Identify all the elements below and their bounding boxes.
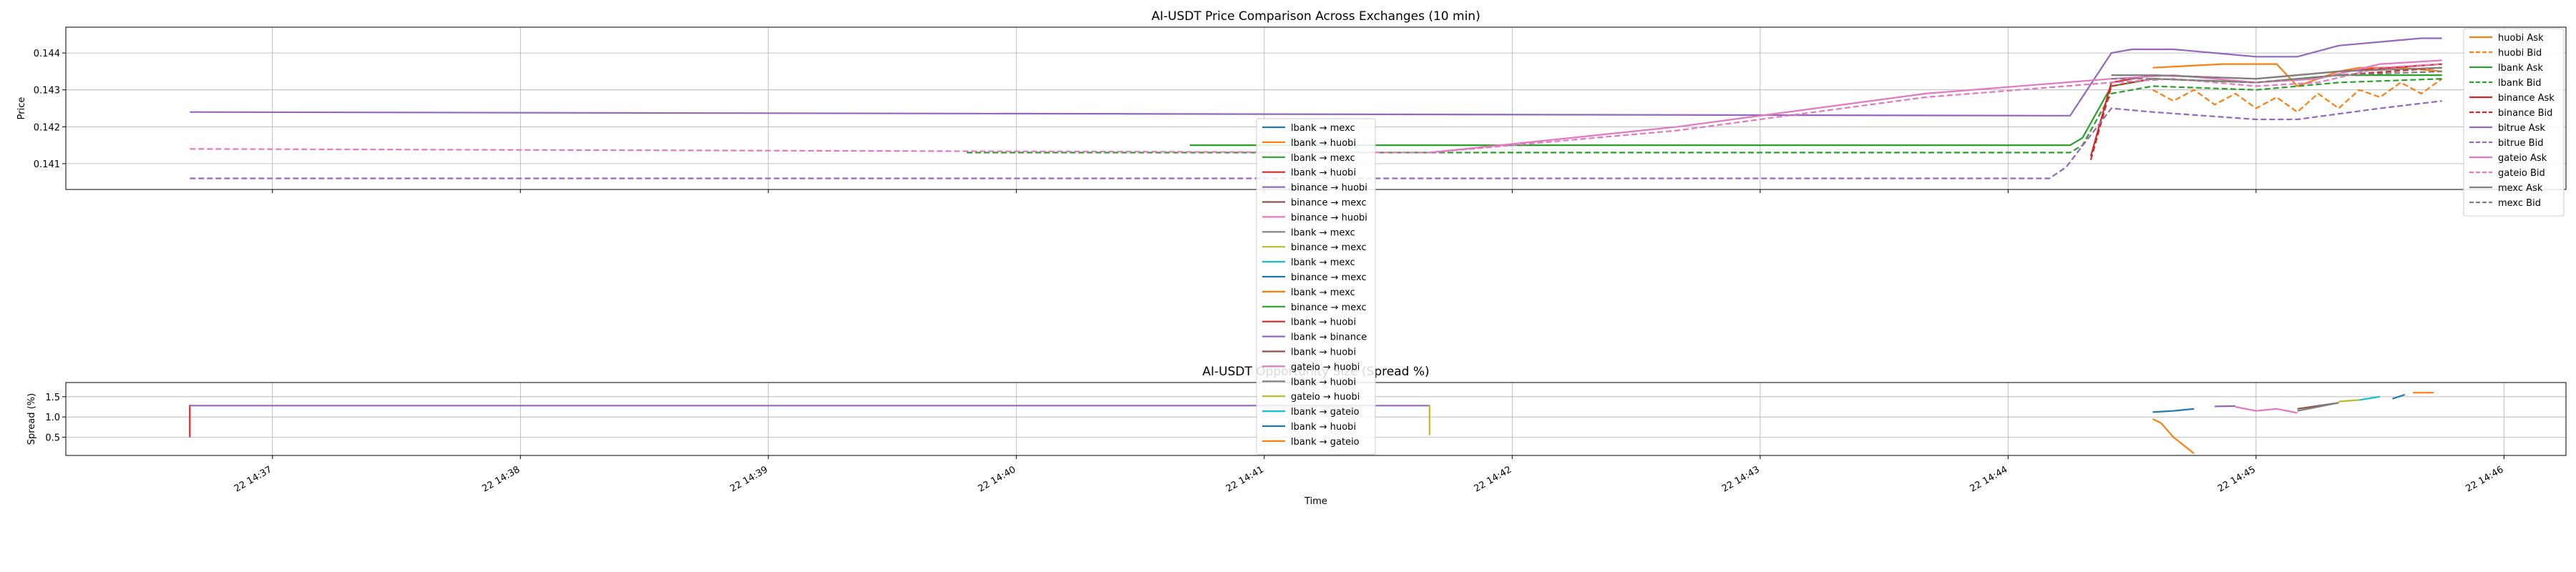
x-tick-label: 22 14:46	[2464, 464, 2506, 494]
legend-label: binance → mexc	[1291, 242, 1367, 253]
series-line	[190, 100, 2442, 179]
spread-legend-box	[1256, 118, 1376, 455]
y-axis-label: Price	[16, 97, 27, 120]
x-tick-label: 22 14:38	[480, 464, 522, 494]
legend-label: lbank → huobi	[1291, 168, 1356, 179]
legend-label: gateio Ask	[2498, 153, 2547, 164]
legend-label: lbank → mexc	[1291, 153, 1355, 164]
legend-label: lbank → huobi	[1291, 377, 1356, 388]
spread-legend: lbank → mexc lbank → huobi lbank → mexc lba…	[1256, 118, 1376, 455]
legend-label: bitrue Ask	[2498, 123, 2545, 134]
legend-label: lbank → huobi	[1291, 317, 1356, 328]
y-tick-label: 0.143	[34, 86, 60, 97]
legend-label: lbank → mexc	[1291, 123, 1355, 134]
legend-label: lbank → binance	[1291, 332, 1367, 343]
series-line	[2152, 78, 2443, 114]
x-tick-label: 22 14:41	[1224, 464, 1266, 494]
series-line	[2297, 402, 2339, 412]
price-legend-box	[2463, 28, 2565, 217]
legend-label: binance → huobi	[1291, 183, 1367, 194]
series-line	[2152, 418, 2195, 455]
legend-label: binance Ask	[2498, 93, 2555, 104]
price-legend: huobi Ask huobi Bid lbank Ask lbank Bid bina…	[2463, 28, 2565, 217]
legend-label: lbank → huobi	[1291, 422, 1356, 433]
legend-label: gateio → huobi	[1291, 392, 1360, 403]
legend-label: lbank → mexc	[1291, 287, 1355, 298]
x-axis-label: Time	[1304, 496, 1327, 507]
x-tick-label: 22 14:37	[233, 464, 274, 494]
series-line	[2392, 393, 2406, 400]
x-tick-label: 22 14:39	[728, 464, 770, 494]
legend-label: bitrue Bid	[2498, 138, 2543, 149]
legend-label: lbank → mexc	[1291, 257, 1355, 268]
y-tick-label: 1.5	[45, 393, 60, 403]
legend-label: lbank → mexc	[1291, 227, 1355, 238]
y-tick-label: 1.0	[45, 413, 60, 423]
legend-label: mexc Bid	[2498, 198, 2541, 209]
legend-label: binance → huobi	[1291, 212, 1367, 223]
y-tick-label: 0.144	[34, 49, 60, 59]
x-tick-label: 22 14:43	[1720, 464, 1762, 494]
series-line	[190, 63, 2442, 154]
legend-label: lbank Bid	[2498, 78, 2542, 89]
x-tick-label: 22 14:45	[2216, 464, 2258, 494]
y-tick-label: 0.5	[45, 433, 60, 444]
legend-label: lbank → gateio	[1291, 407, 1360, 418]
series-line	[2152, 408, 2195, 413]
legend-label: binance → mexc	[1291, 302, 1367, 313]
legend-label: gateio → huobi	[1291, 362, 1360, 373]
legend-label: huobi Ask	[2498, 33, 2544, 44]
series-line	[2111, 70, 2442, 84]
series-line	[967, 78, 2442, 154]
series-line	[2235, 405, 2298, 414]
legend-label: binance Bid	[2498, 108, 2552, 119]
y-axis-label: Spread (%)	[26, 393, 37, 445]
series-line	[2359, 395, 2381, 401]
series-line	[1189, 74, 2442, 147]
legend-label: lbank → gateio	[1291, 437, 1360, 448]
legend-label: lbank Ask	[2498, 63, 2543, 74]
series-line	[2215, 405, 2236, 408]
x-tick-label: 22 14:42	[1472, 464, 1513, 494]
series-line	[2338, 399, 2360, 403]
legend-label: lbank → huobi	[1291, 138, 1356, 149]
legend-label: mexc Ask	[2498, 183, 2543, 194]
legend-label: gateio Bid	[2498, 168, 2545, 179]
chart-title: AI-USDT Price Comparison Across Exchange…	[1151, 9, 1480, 24]
legend-label: binance → mexc	[1291, 198, 1367, 209]
y-tick-label: 0.142	[34, 122, 60, 133]
legend-label: lbank → huobi	[1291, 347, 1356, 358]
x-tick-label: 22 14:44	[1968, 464, 2009, 494]
series-line	[2111, 66, 2442, 80]
y-tick-label: 0.141	[34, 159, 60, 170]
legend-label: binance → mexc	[1291, 272, 1367, 283]
x-tick-label: 22 14:40	[976, 464, 1018, 494]
legend-label: huobi Bid	[2498, 48, 2542, 59]
series-line	[190, 37, 2442, 117]
